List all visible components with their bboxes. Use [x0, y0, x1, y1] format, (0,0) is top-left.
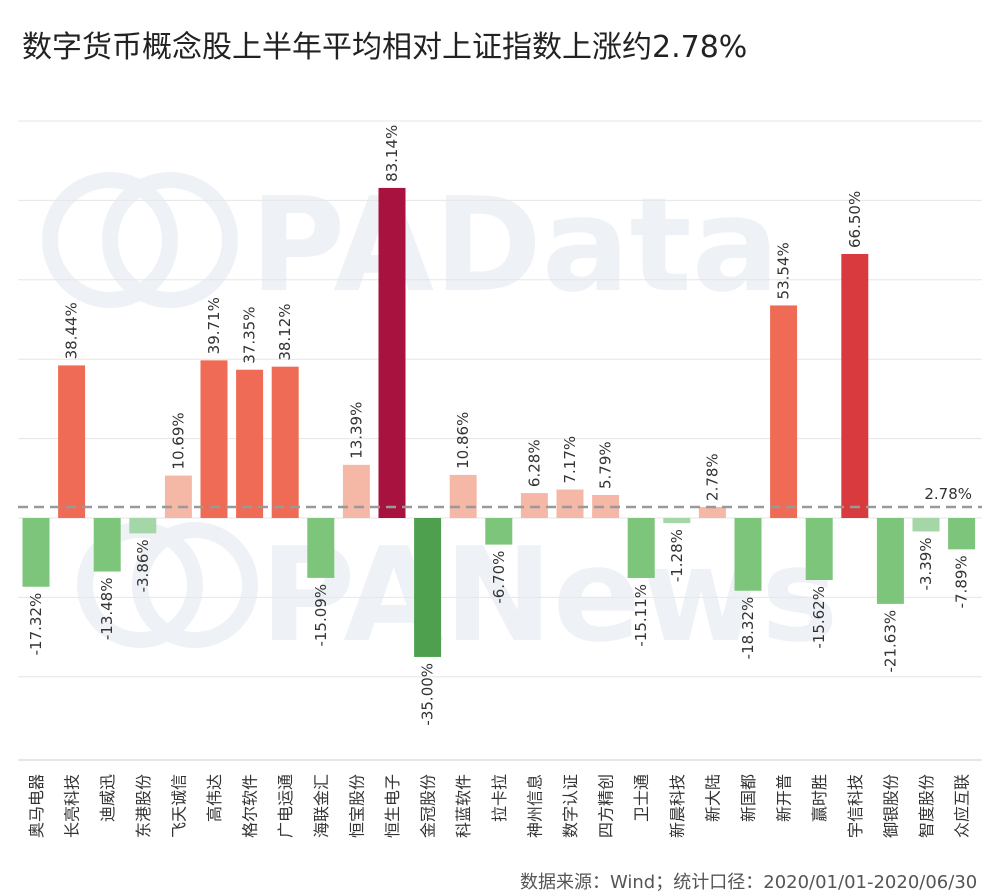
value-label: -7.89% [953, 555, 971, 608]
category-label: 广电运通 [276, 774, 295, 838]
category-label: 拉卡拉 [490, 774, 509, 822]
category-label: 宇信科技 [846, 774, 865, 838]
value-label: -15.11% [632, 584, 650, 647]
category-label: 飞天诚信 [169, 774, 188, 838]
bar [841, 253, 869, 518]
value-label: -15.09% [312, 584, 330, 647]
bar [663, 518, 691, 524]
category-label: 数字认证 [561, 774, 580, 838]
value-label: -18.32% [739, 597, 757, 660]
bar [414, 518, 442, 657]
value-label: 53.54% [775, 242, 793, 299]
category-label: 科蓝软件 [454, 774, 473, 838]
value-label: -3.39% [917, 537, 935, 590]
category-label: 恒生电子 [383, 774, 402, 838]
reference-line-group: 2.78% [18, 485, 982, 509]
category-label: 神州信息 [525, 774, 544, 838]
category-label: 御银股份 [881, 774, 900, 838]
value-label: 37.35% [241, 307, 259, 364]
category-label: 金冠股份 [419, 774, 438, 838]
value-label: -1.28% [668, 529, 686, 582]
bar [200, 360, 228, 518]
value-label: 38.12% [276, 303, 294, 360]
value-label: -21.63% [881, 610, 899, 673]
value-label: 6.28% [525, 439, 543, 487]
bar [129, 518, 157, 534]
bar [307, 518, 335, 578]
value-label: -13.48% [98, 578, 116, 641]
category-label: 四方精创 [597, 774, 616, 838]
bar [627, 518, 655, 578]
bar [912, 518, 940, 532]
category-label: 新晨科技 [668, 774, 687, 838]
bar [378, 187, 406, 518]
reference-line-label: 2.78% [924, 485, 972, 503]
category-label: 新开普 [775, 774, 794, 822]
bar [734, 518, 762, 591]
category-label: 长亮科技 [63, 774, 82, 838]
bar [342, 464, 370, 518]
watermark: PAData PANews [42, 169, 838, 671]
category-label: 海联金汇 [312, 774, 331, 838]
bar [805, 518, 833, 581]
bar [948, 518, 976, 550]
category-label: 奥马电器 [27, 774, 46, 838]
value-label: 5.79% [597, 441, 615, 489]
chart-title: 数字货币概念股上半年平均相对上证指数上涨约2.78% [22, 30, 748, 65]
category-label: 迪威迅 [98, 774, 117, 822]
bar [770, 305, 798, 518]
value-label: 39.71% [205, 297, 223, 354]
category-label: 智度股份 [917, 774, 936, 838]
bar [556, 489, 584, 518]
category-label: 恒宝股份 [347, 774, 366, 838]
value-label: 38.44% [63, 302, 81, 359]
bar [164, 475, 192, 518]
bar [93, 518, 121, 572]
category-label: 格尔软件 [241, 774, 260, 838]
watermark-padata: PAData [250, 169, 779, 321]
category-label: 卫士通 [632, 774, 651, 822]
value-label: 10.86% [454, 412, 472, 469]
value-label: -15.62% [810, 586, 828, 649]
value-labels: -17.32% 38.44% -13.48% -3.86% 10.69% 39.71% 37… [27, 125, 971, 726]
value-label: 83.14% [383, 125, 401, 182]
source-note: 数据来源：Wind；统计口径：2020/01/01-2020/06/30 [520, 872, 978, 893]
value-label: 13.39% [347, 402, 365, 459]
value-label: -6.70% [490, 551, 508, 604]
bar [22, 518, 50, 587]
category-label: 高伟达 [205, 774, 224, 822]
category-label: 东港股份 [134, 774, 153, 838]
value-label: 10.69% [169, 412, 187, 469]
category-label: 赢时胜 [810, 774, 829, 822]
bar [236, 369, 264, 518]
value-label: -35.00% [419, 663, 437, 726]
bar [592, 495, 620, 518]
bars [22, 187, 976, 657]
category-label: 众应互联 [953, 774, 972, 838]
value-label: -17.32% [27, 593, 45, 656]
bar [271, 366, 299, 518]
value-label: -3.86% [134, 539, 152, 592]
category-labels: 奥马电器 长亮科技 迪威迅 东港股份 飞天诚信 高伟达 格尔软件 广电运通 海联金汇 恒宝股份 恒生… [27, 774, 972, 838]
bar [58, 365, 86, 518]
value-label: 7.17% [561, 436, 579, 484]
bar [449, 474, 477, 518]
category-label: 新国都 [739, 774, 758, 822]
bar [520, 493, 548, 518]
bar [485, 518, 513, 545]
bar [876, 518, 904, 604]
bar [698, 506, 726, 518]
value-label: 66.50% [846, 191, 864, 248]
value-label: 2.78% [703, 453, 721, 501]
category-label: 新大陆 [703, 774, 722, 822]
